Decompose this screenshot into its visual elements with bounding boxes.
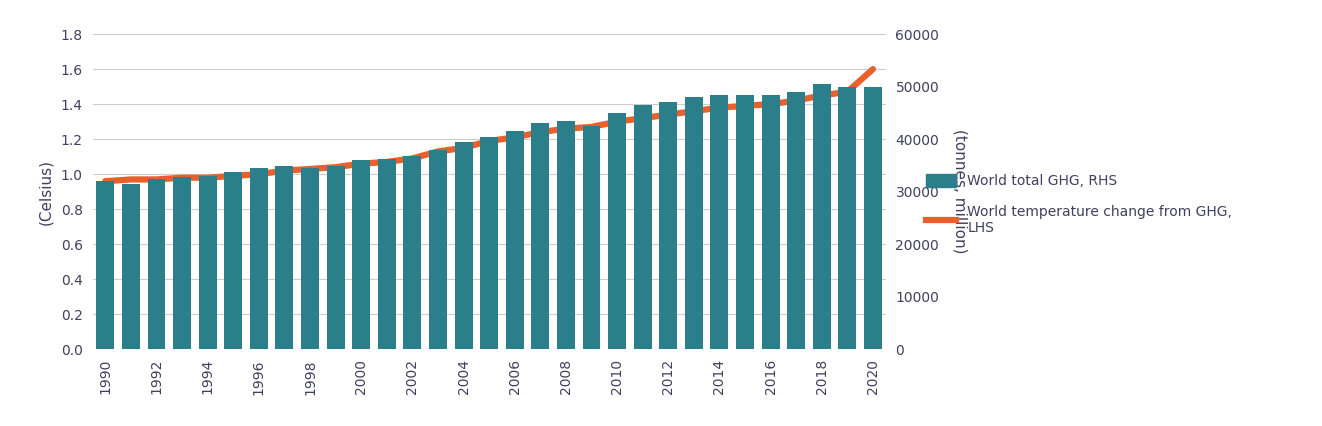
World temperature change from GHG,
LHS xyxy=(738,104,754,109)
Bar xyxy=(301,168,319,349)
Bar xyxy=(865,86,882,349)
Bar xyxy=(327,167,345,349)
World temperature change from GHG,
LHS xyxy=(609,119,625,124)
Bar xyxy=(480,136,498,349)
World temperature change from GHG,
LHS xyxy=(148,177,164,182)
Bar xyxy=(531,124,549,349)
World temperature change from GHG,
LHS xyxy=(353,161,369,166)
World temperature change from GHG,
LHS xyxy=(251,172,267,177)
Bar xyxy=(97,181,114,349)
World temperature change from GHG,
LHS xyxy=(200,175,215,180)
World temperature change from GHG,
LHS xyxy=(839,89,855,95)
Bar xyxy=(557,121,575,349)
World temperature change from GHG,
LHS xyxy=(405,156,420,161)
World temperature change from GHG,
LHS xyxy=(558,126,574,131)
World temperature change from GHG,
LHS xyxy=(430,149,446,154)
World temperature change from GHG,
LHS xyxy=(635,115,650,121)
World temperature change from GHG,
LHS xyxy=(763,101,779,106)
Bar xyxy=(430,150,447,349)
World temperature change from GHG,
LHS xyxy=(225,173,241,178)
Bar xyxy=(608,113,627,349)
Bar xyxy=(198,176,217,349)
Bar xyxy=(685,97,703,349)
World temperature change from GHG,
LHS xyxy=(711,105,727,110)
World temperature change from GHG,
LHS xyxy=(276,168,292,173)
World temperature change from GHG,
LHS xyxy=(456,145,472,150)
World temperature change from GHG,
LHS xyxy=(303,167,319,172)
World temperature change from GHG,
LHS xyxy=(686,109,702,114)
Bar xyxy=(710,95,728,349)
World temperature change from GHG,
LHS xyxy=(481,138,497,144)
Bar xyxy=(633,105,652,349)
Legend: World total GHG, RHS, World temperature change from GHG,
LHS: World total GHG, RHS, World temperature … xyxy=(925,174,1232,235)
World temperature change from GHG,
LHS xyxy=(98,178,114,184)
Y-axis label: (tonnes, million): (tonnes, million) xyxy=(952,130,968,254)
World temperature change from GHG,
LHS xyxy=(506,135,522,140)
Bar xyxy=(225,172,242,349)
Bar xyxy=(250,168,268,349)
Bar xyxy=(403,156,422,349)
World temperature change from GHG,
LHS xyxy=(583,124,599,130)
World temperature change from GHG,
LHS xyxy=(123,177,139,182)
Bar xyxy=(275,167,293,349)
Bar xyxy=(787,92,805,349)
Bar xyxy=(583,126,600,349)
World temperature change from GHG,
LHS xyxy=(175,175,190,180)
Bar xyxy=(813,84,830,349)
Bar xyxy=(173,177,192,349)
Y-axis label: (Celsius): (Celsius) xyxy=(38,159,54,225)
Line: World temperature change from GHG,
LHS: World temperature change from GHG, LHS xyxy=(106,69,873,181)
Bar xyxy=(761,95,780,349)
World temperature change from GHG,
LHS xyxy=(660,112,676,117)
Bar xyxy=(352,160,370,349)
World temperature change from GHG,
LHS xyxy=(379,159,395,164)
World temperature change from GHG,
LHS xyxy=(865,66,880,72)
Bar xyxy=(660,102,677,349)
World temperature change from GHG,
LHS xyxy=(788,98,804,103)
Bar xyxy=(378,159,395,349)
World temperature change from GHG,
LHS xyxy=(328,164,344,170)
World temperature change from GHG,
LHS xyxy=(533,130,549,135)
Bar xyxy=(148,178,165,349)
Bar xyxy=(455,142,472,349)
Bar xyxy=(506,131,524,349)
Bar xyxy=(838,86,857,349)
Bar xyxy=(122,184,140,349)
World temperature change from GHG,
LHS xyxy=(814,93,830,98)
Bar xyxy=(736,95,754,349)
